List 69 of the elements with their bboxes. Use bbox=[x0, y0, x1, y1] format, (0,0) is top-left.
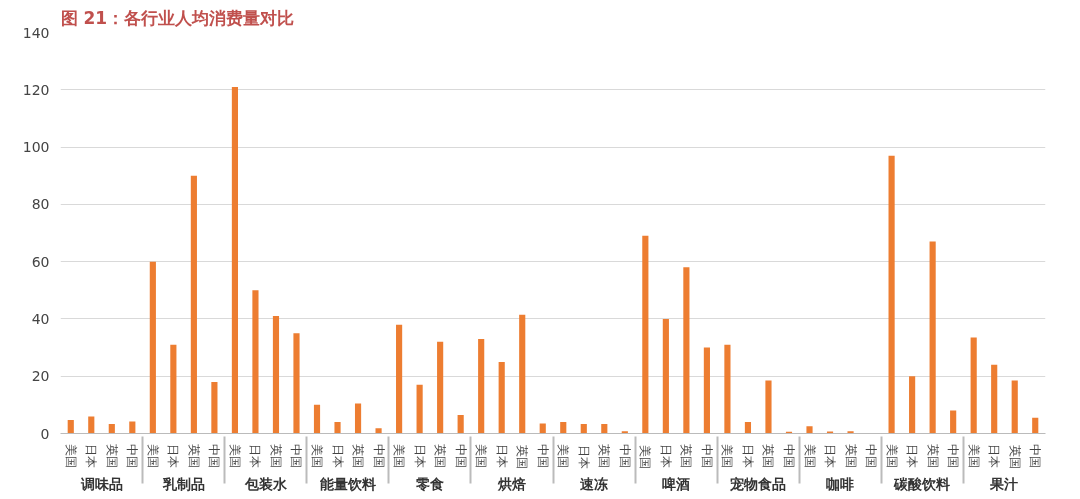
category-label: 美国 bbox=[966, 444, 981, 469]
category-label: 烘焙 bbox=[497, 476, 526, 493]
category-label: 果汁 bbox=[990, 476, 1019, 493]
category-label: 中国 bbox=[535, 444, 550, 469]
category-label: 中国 bbox=[207, 444, 222, 469]
category-label: 宠物食品 bbox=[730, 476, 787, 493]
category-label: 碳酸饮料 bbox=[894, 476, 951, 493]
category-label: 包装水 bbox=[244, 476, 287, 493]
category-label: 能量饮料 bbox=[319, 476, 376, 493]
category-label: 中国 bbox=[617, 444, 632, 469]
category-label: 英国 bbox=[351, 444, 366, 469]
category-label: 日本 bbox=[494, 444, 509, 469]
category-label: 美国 bbox=[802, 444, 817, 469]
category-label: 美国 bbox=[884, 444, 899, 469]
category-label: 中国 bbox=[864, 444, 879, 469]
category-label: 日本 bbox=[987, 444, 1002, 469]
category-label: 日本 bbox=[823, 444, 838, 469]
y-tick-label: 140 bbox=[22, 24, 50, 41]
category-label: 英国 bbox=[679, 444, 694, 469]
category-label: 中国 bbox=[289, 444, 304, 469]
category-label: 英国 bbox=[597, 444, 612, 469]
category-label: 中国 bbox=[1028, 444, 1043, 469]
category-label: 英国 bbox=[515, 444, 530, 469]
category-label: 啤酒 bbox=[662, 476, 691, 493]
y-tick-label: 20 bbox=[31, 368, 50, 385]
category-label: 零食 bbox=[415, 476, 444, 493]
category-label: 英国 bbox=[104, 444, 119, 469]
category-label: 调味品 bbox=[80, 476, 123, 493]
category-label: 美国 bbox=[474, 444, 489, 469]
category-label: 中国 bbox=[125, 444, 140, 469]
category-label: 美国 bbox=[63, 444, 78, 469]
category-label: 日本 bbox=[905, 444, 920, 469]
category-label: 英国 bbox=[186, 444, 201, 469]
category-label: 美国 bbox=[227, 444, 242, 469]
category-label: 美国 bbox=[556, 444, 571, 469]
category-label: 美国 bbox=[720, 444, 735, 469]
category-label: 美国 bbox=[392, 444, 407, 469]
category-label: 美国 bbox=[310, 444, 325, 469]
y-tick-label: 80 bbox=[31, 196, 50, 213]
category-label: 日本 bbox=[248, 444, 263, 469]
category-label: 速冻 bbox=[580, 476, 609, 493]
category-label: 日本 bbox=[166, 444, 181, 469]
category-label: 日本 bbox=[740, 444, 755, 469]
category-label: 英国 bbox=[433, 444, 448, 469]
category-label: 日本 bbox=[658, 444, 673, 469]
category-label: 英国 bbox=[925, 444, 940, 469]
category-label: 美国 bbox=[145, 444, 160, 469]
chart-title: 图 21：各行业人均消费量对比 bbox=[60, 7, 295, 28]
category-label: 咖啡 bbox=[826, 476, 855, 493]
category-label: 英国 bbox=[1007, 444, 1022, 469]
y-tick-label: 100 bbox=[22, 139, 50, 156]
category-label: 日本 bbox=[412, 444, 427, 469]
y-tick-label: 0 bbox=[40, 425, 50, 442]
category-label: 美国 bbox=[638, 444, 653, 469]
category-label: 英国 bbox=[843, 444, 858, 469]
y-tick-label: 40 bbox=[31, 310, 50, 327]
category-label: 中国 bbox=[781, 444, 796, 469]
y-tick-label: 60 bbox=[31, 253, 50, 270]
category-label: 中国 bbox=[699, 444, 714, 469]
y-tick-label: 120 bbox=[22, 81, 50, 98]
category-label: 中国 bbox=[371, 444, 386, 469]
category-label: 日本 bbox=[84, 444, 99, 469]
category-label: 中国 bbox=[946, 444, 961, 469]
category-label: 乳制品 bbox=[162, 476, 205, 493]
category-label: 英国 bbox=[761, 444, 776, 469]
category-label: 日本 bbox=[576, 444, 591, 469]
category-label: 中国 bbox=[453, 444, 468, 469]
category-label: 英国 bbox=[268, 444, 283, 469]
category-label: 日本 bbox=[330, 444, 345, 469]
